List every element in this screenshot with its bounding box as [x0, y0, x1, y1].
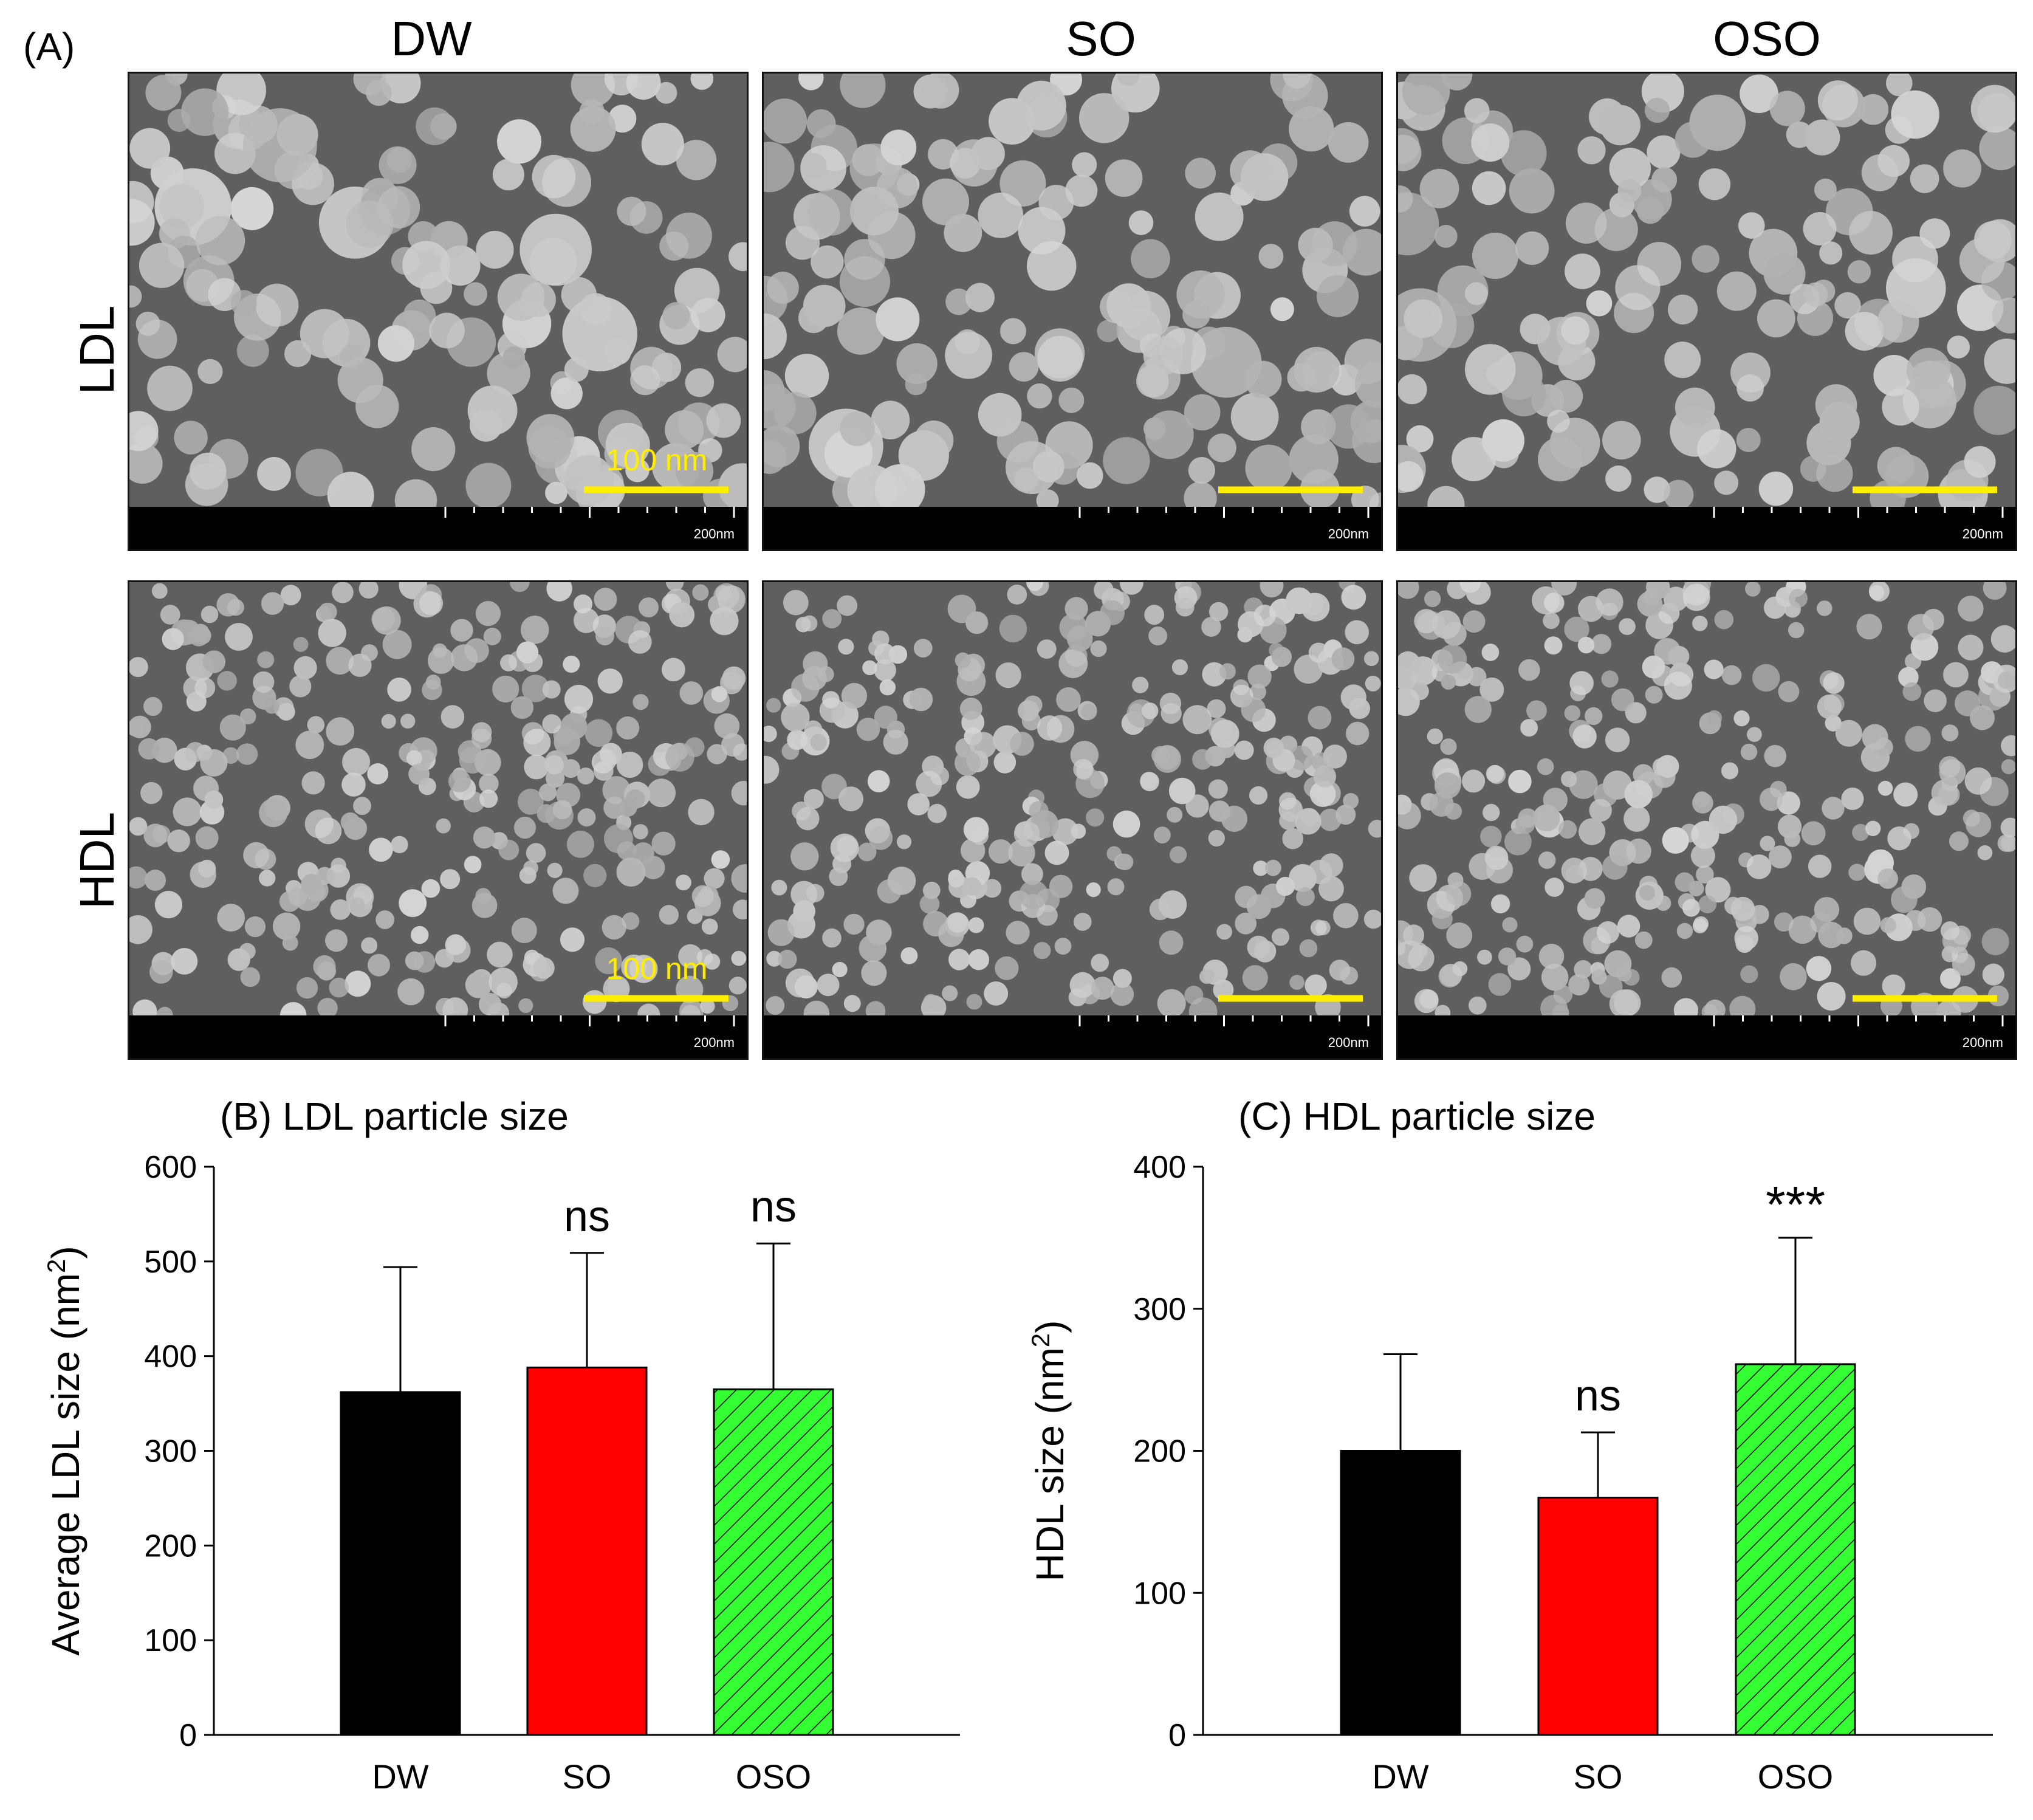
tem-image-hdl-dw: 200nm 100 nm [128, 580, 749, 1060]
scale-bar-label: 100 nm [606, 443, 708, 477]
y-tick-label: 200 [144, 1528, 197, 1564]
tem-micrograph: 200nm 100 nm [129, 74, 747, 549]
tem-micrograph: 200nm 100 nm [129, 582, 747, 1058]
bar-dw [1340, 1450, 1461, 1736]
y-tick-label: 0 [1168, 1718, 1186, 1753]
y-tick-label: 100 [144, 1623, 197, 1658]
ldl-size-bar-chart: 0 100 200 300 400 500 600 Average LDL size (nm2… [42, 1150, 960, 1796]
y-axis-label: HDL size (nm2) [1026, 1320, 1072, 1582]
tem-micrograph: 200nm [1398, 582, 2015, 1058]
bar-so [1537, 1497, 1659, 1736]
y-tick-label: 400 [144, 1339, 197, 1375]
tem-image-ldl-so: 200nm [762, 72, 1383, 551]
ruler-label: 200nm [694, 1035, 735, 1050]
x-tick-label: SO [1574, 1757, 1623, 1796]
bar-oso [713, 1388, 834, 1736]
panel-b-chart-title: LDL particle size [283, 1094, 569, 1138]
panel-b-title: (B) LDL particle size [220, 1094, 569, 1139]
y-axis-label: Average LDL size (nm2) [42, 1246, 88, 1655]
y-tick-label: 500 [144, 1245, 197, 1280]
y-tick-label: 200 [1133, 1434, 1186, 1469]
panel-c-title: (C) HDL particle size [1238, 1094, 1596, 1139]
significance-annotation: *** [1766, 1176, 1825, 1233]
column-header-so: SO [1066, 12, 1136, 66]
column-header-dw: DW [391, 12, 472, 66]
ruler-label: 200nm [1328, 1035, 1369, 1050]
significance-annotation: ns [564, 1192, 610, 1241]
x-tick-label: OSO [1758, 1757, 1833, 1796]
hdl-size-bar-chart: 0 100 200 300 400 HDL size (nm2) DW SO ns OSO *** [1026, 1150, 1993, 1796]
x-tick-label: DW [1372, 1757, 1428, 1796]
ruler-label: 200nm [1963, 1035, 2003, 1050]
row-header-hdl: HDL [70, 811, 124, 910]
x-tick-label: OSO [736, 1757, 811, 1796]
row-header-ldl: LDL [70, 305, 124, 395]
significance-annotation: ns [1575, 1372, 1621, 1420]
y-tick-label: 300 [1133, 1292, 1186, 1327]
y-tick-label: 0 [179, 1718, 197, 1753]
y-tick-label: 400 [1133, 1150, 1186, 1185]
tem-micrograph: 200nm [764, 74, 1381, 549]
column-header-oso: OSO [1713, 12, 1821, 66]
x-tick-label: SO [563, 1757, 612, 1796]
scale-bar-label: 100 nm [606, 952, 708, 986]
tem-image-ldl-dw: 200nm 100 nm [128, 72, 749, 551]
panel-c-label: (C) [1238, 1094, 1292, 1138]
tem-image-ldl-oso: 200nm [1396, 72, 2017, 551]
bar-dw [340, 1391, 461, 1736]
tem-micrograph: 200nm [1398, 74, 2015, 549]
bar-so [526, 1366, 648, 1736]
tem-image-hdl-oso: 200nm [1396, 580, 2017, 1060]
panel-a-label: (A) [23, 25, 75, 69]
panel-b-label: (B) [220, 1094, 272, 1138]
y-tick-label: 100 [1133, 1576, 1186, 1611]
tem-micrograph: 200nm [764, 582, 1381, 1058]
ruler-label: 200nm [1963, 526, 2003, 541]
ruler-label: 200nm [694, 526, 735, 541]
ruler-label: 200nm [1328, 526, 1369, 541]
tem-image-hdl-so: 200nm [762, 580, 1383, 1060]
bar-oso [1735, 1363, 1856, 1736]
y-tick-label: 600 [144, 1150, 197, 1185]
x-tick-label: DW [372, 1757, 428, 1796]
panel-c-chart-title: HDL particle size [1303, 1094, 1596, 1138]
y-tick-label: 300 [144, 1434, 197, 1469]
significance-annotation: ns [750, 1183, 797, 1231]
